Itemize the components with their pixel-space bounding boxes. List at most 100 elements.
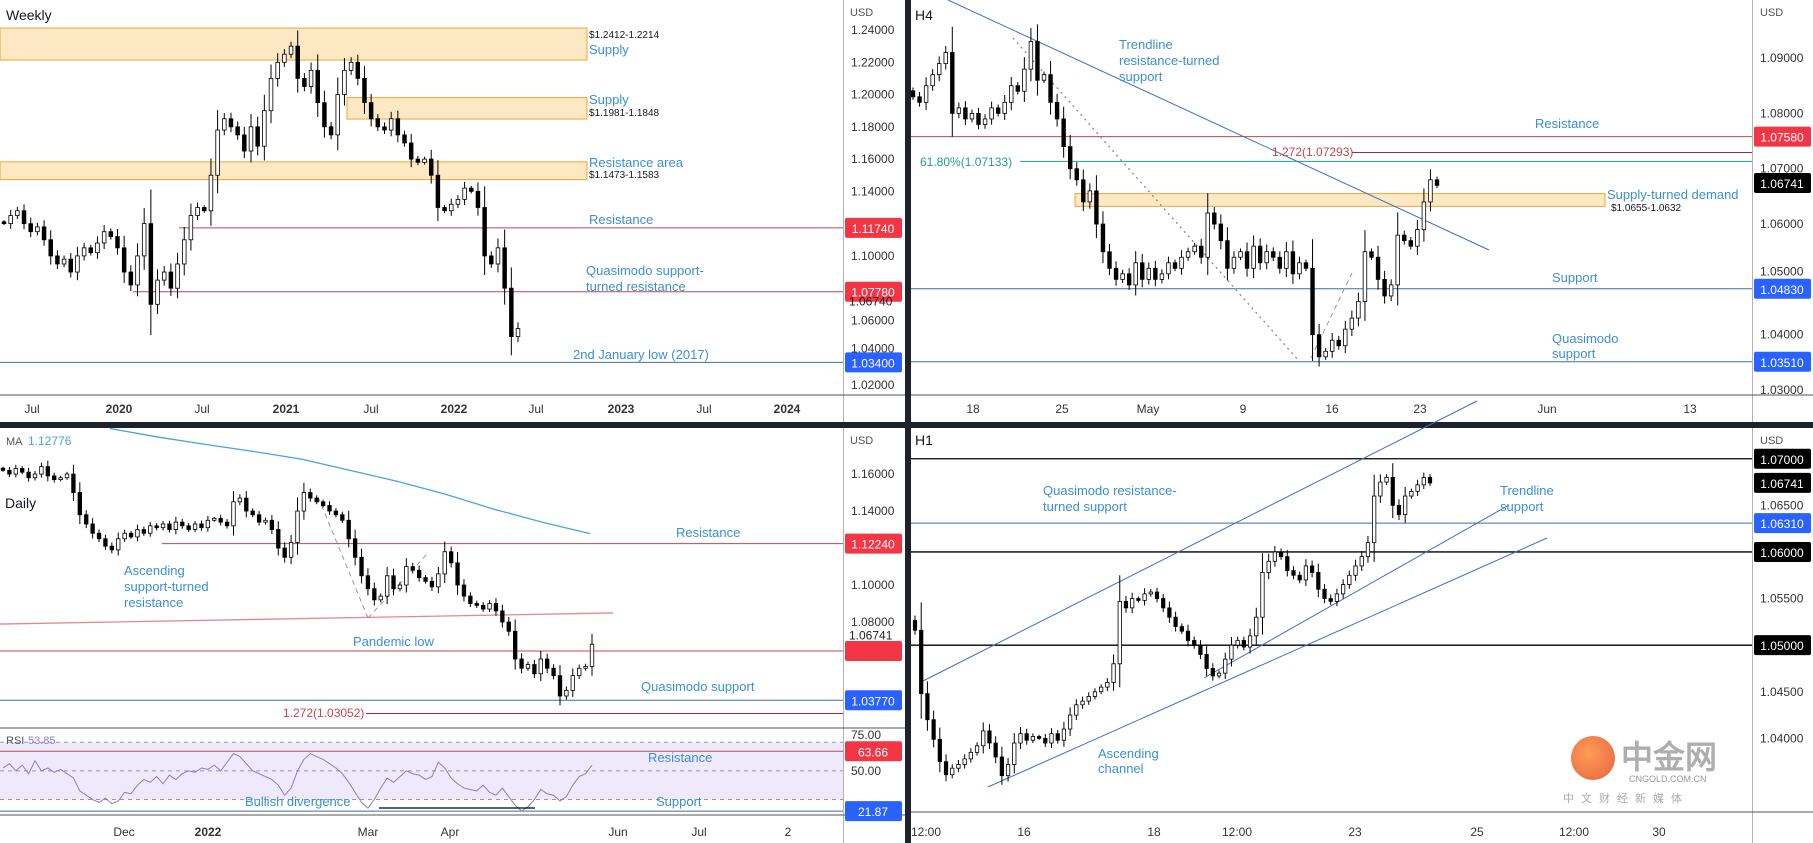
- candle: [1198, 644, 1203, 655]
- candle: [1167, 607, 1172, 618]
- supply-zone[interactable]: [0, 27, 588, 61]
- price-tick-label: 1.04500: [1760, 685, 1804, 699]
- candle: [1375, 256, 1381, 280]
- dashed-projection-line: [1310, 272, 1353, 359]
- candle: [936, 63, 942, 76]
- candle: [1212, 212, 1217, 225]
- channel-label: channel: [1098, 761, 1144, 776]
- candle: [1396, 504, 1402, 516]
- candle: [45, 466, 50, 477]
- candle: [416, 569, 422, 579]
- time-tick-label: 12:00: [911, 825, 941, 839]
- candle: [981, 730, 986, 747]
- candle: [52, 475, 57, 481]
- time-tick-label: Mar: [358, 825, 379, 839]
- rsi-level-tag: 63.66: [858, 745, 888, 759]
- panel-divider-horizontal[interactable]: [0, 422, 1813, 428]
- price-tick-label: 1.06000: [1760, 217, 1804, 231]
- price-tick-label: 1.16000: [851, 467, 895, 481]
- zone-range-label: $1.2412-1.2214: [589, 30, 660, 41]
- candle: [88, 247, 94, 254]
- trendline-label: resistance-turned: [1119, 53, 1219, 68]
- candle: [7, 469, 12, 475]
- price-tick-label: 1.10000: [851, 249, 895, 263]
- level-price-tag: 1.07780: [851, 286, 895, 300]
- candle: [1035, 41, 1040, 81]
- rsi-tick-label: 75.00: [851, 728, 881, 742]
- candle: [1146, 267, 1152, 280]
- candle: [415, 158, 421, 163]
- candle: [308, 492, 313, 499]
- candle: [208, 174, 214, 212]
- candle: [121, 247, 127, 273]
- candle: [81, 247, 87, 257]
- candle: [1028, 41, 1034, 70]
- time-tick-label: May: [1137, 402, 1160, 416]
- candle: [1192, 640, 1197, 646]
- candle: [195, 207, 200, 216]
- time-tick-label: 23: [1348, 825, 1362, 839]
- last-price-tag: 1.06741: [1760, 177, 1804, 191]
- currency-label: USD: [850, 7, 873, 19]
- candle: [1179, 256, 1184, 269]
- trendline: [947, 0, 1490, 251]
- candle: [192, 523, 198, 530]
- candle: [538, 658, 543, 675]
- supply-zone[interactable]: [346, 97, 588, 120]
- candle: [1185, 630, 1191, 641]
- candle: [95, 242, 100, 254]
- candle: [1336, 339, 1341, 347]
- currency-label: USD: [850, 435, 873, 447]
- time-tick-label: 12:00: [1222, 825, 1252, 839]
- candle: [1055, 733, 1060, 741]
- level-price-tag-bg: [1754, 541, 1811, 562]
- candle: [1074, 168, 1079, 181]
- candle: [212, 518, 217, 521]
- candle: [1161, 598, 1166, 609]
- level-label: Resistance: [589, 212, 653, 227]
- level-price-tag: 1.04830: [1760, 283, 1804, 297]
- candle: [525, 664, 531, 669]
- supply-zone[interactable]: [0, 161, 588, 181]
- candle: [1235, 640, 1240, 646]
- timeframe-label: H1: [915, 432, 933, 448]
- candle: [1173, 616, 1178, 627]
- level-price-tag: 1.11740: [852, 222, 895, 236]
- candle: [1120, 273, 1125, 280]
- ascending-support-line: [0, 612, 614, 625]
- candle: [442, 551, 447, 575]
- candle: [1403, 495, 1408, 516]
- candle: [1271, 251, 1276, 258]
- candle: [235, 126, 240, 136]
- candle: [328, 126, 334, 136]
- candle: [352, 538, 358, 558]
- candle: [583, 666, 588, 669]
- candle: [1260, 572, 1265, 618]
- candle: [13, 468, 18, 475]
- candle: [255, 126, 260, 147]
- candle: [1192, 245, 1197, 253]
- level-label: turned resistance: [586, 279, 686, 294]
- candle: [1080, 700, 1085, 706]
- price-tick-label: 1.18000: [851, 120, 895, 134]
- candle: [1353, 565, 1358, 576]
- candle: [469, 187, 474, 192]
- time-tick-label: 16: [1017, 825, 1031, 839]
- candle: [1264, 251, 1269, 264]
- candle: [1347, 574, 1352, 585]
- candle: [148, 525, 153, 534]
- level-price-tag-bg: [845, 281, 902, 302]
- trendline-label: support: [1500, 499, 1544, 514]
- candle: [429, 580, 435, 588]
- candle: [532, 664, 537, 675]
- candle: [482, 207, 487, 257]
- candle: [96, 532, 102, 540]
- candle: [1310, 267, 1315, 336]
- zone-label: Supply-turned demand: [1607, 187, 1739, 202]
- price-tick-label: 1.04000: [1760, 731, 1804, 745]
- ascending-line-label: resistance: [124, 595, 183, 610]
- panel-divider-vertical[interactable]: [905, 0, 911, 843]
- candle: [314, 497, 319, 503]
- supply-turned-demand-zone[interactable]: [1074, 193, 1606, 207]
